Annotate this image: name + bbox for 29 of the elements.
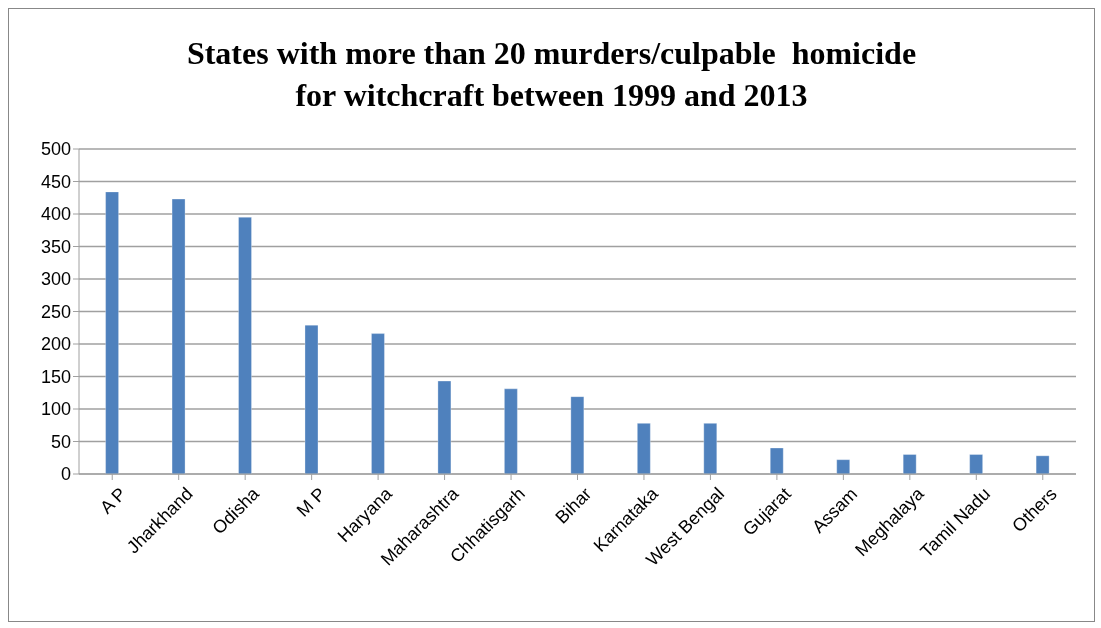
y-tick-label: 50 [50, 431, 71, 452]
bar [769, 447, 784, 474]
y-tick-label: 100 [40, 399, 71, 420]
bar [503, 388, 518, 474]
y-tick-label: 200 [40, 334, 71, 355]
y-tick-label: 450 [40, 171, 71, 192]
bar [570, 396, 585, 474]
bar [437, 380, 452, 474]
x-tick-label: A P [96, 483, 131, 518]
bar [370, 333, 385, 474]
y-tick-label: 500 [40, 139, 71, 160]
chart-title: States with more than 20 murders/culpable homicide for witchcraft between 1999 and 2013 [185, 34, 918, 115]
y-tick-label: 350 [40, 236, 71, 257]
bar [969, 454, 984, 474]
bar [902, 454, 917, 474]
x-tick-label: M P [292, 483, 330, 521]
bar [304, 324, 319, 474]
bar [703, 422, 718, 474]
y-tick-label: 150 [40, 366, 71, 387]
y-tick-label: 250 [40, 301, 71, 322]
bar [171, 198, 186, 474]
y-tick-label: 400 [40, 204, 71, 225]
bar [105, 191, 120, 474]
bar [636, 422, 651, 474]
bar [238, 216, 253, 474]
y-tick-label: 300 [40, 269, 71, 290]
bar [1035, 455, 1050, 474]
y-tick-label: 0 [60, 464, 71, 485]
bar [836, 459, 851, 474]
